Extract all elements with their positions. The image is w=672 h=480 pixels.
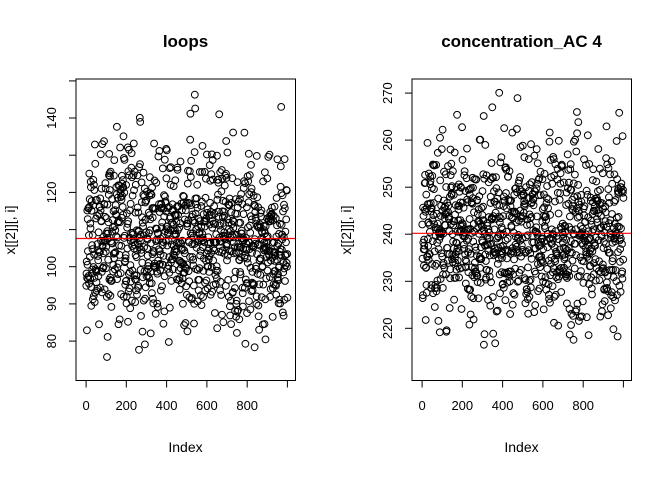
y-tick-label: 140 bbox=[44, 107, 59, 129]
plot-title: concentration_AC 4 bbox=[441, 32, 602, 51]
y-axis-tick-labels: 220 230 240 250 260 270 bbox=[380, 82, 395, 339]
x-axis-tick-labels: 0 200 400 600 800 bbox=[82, 398, 258, 413]
plot-title: loops bbox=[163, 32, 208, 51]
y-tick-label: 260 bbox=[380, 129, 395, 151]
y-tick-label: 80 bbox=[44, 334, 59, 348]
x-tick-label: 600 bbox=[196, 398, 218, 413]
y-axis-ticks bbox=[405, 92, 412, 329]
scatter-plot-concentration: 0 200 400 600 800 220 230 240 250 260 270 concentr… bbox=[338, 32, 632, 455]
x-tick-label: 600 bbox=[532, 398, 554, 413]
y-axis-ticks bbox=[69, 80, 76, 342]
panel-loops: 0 200 400 600 800 80 90 100 120 140 loops Index x… bbox=[2, 32, 296, 455]
panel-concentration-ac-4: 0 200 400 600 800 220 230 240 250 260 270 concentr… bbox=[336, 0, 672, 480]
x-tick-label: 0 bbox=[418, 398, 425, 413]
x-axis-tick-labels: 0 200 400 600 800 bbox=[418, 398, 594, 413]
x-tick-label: 200 bbox=[115, 398, 137, 413]
scatter-plot-loops: 0 200 400 600 800 80 90 100 120 140 loops Index x… bbox=[2, 32, 296, 455]
x-axis-ticks bbox=[85, 380, 288, 388]
y-axis-title: x[[2]][, i] bbox=[338, 205, 354, 254]
plot-box bbox=[411, 78, 632, 381]
plot-area: 0 200 400 600 800 220 230 240 250 260 270 bbox=[380, 78, 632, 413]
plot-area: 0 200 400 600 800 80 90 100 120 140 bbox=[44, 78, 296, 413]
x-tick-label: 0 bbox=[82, 398, 89, 413]
x-axis-title: Index bbox=[504, 439, 538, 455]
x-tick-label: 200 bbox=[451, 398, 473, 413]
data-points bbox=[82, 90, 292, 361]
y-axis-tick-labels: 80 90 100 120 140 bbox=[44, 107, 59, 348]
x-axis-ticks bbox=[421, 380, 624, 388]
x-tick-label: 800 bbox=[236, 398, 258, 413]
y-tick-label: 230 bbox=[380, 270, 395, 292]
y-axis-title: x[[2]][, i] bbox=[2, 205, 18, 254]
x-tick-label: 400 bbox=[156, 398, 178, 413]
y-tick-label: 240 bbox=[380, 223, 395, 245]
y-tick-label: 90 bbox=[44, 297, 59, 311]
x-axis-title: Index bbox=[168, 439, 202, 455]
data-points bbox=[418, 88, 628, 349]
y-tick-label: 220 bbox=[380, 317, 395, 339]
x-tick-label: 400 bbox=[492, 398, 514, 413]
y-tick-label: 250 bbox=[380, 176, 395, 198]
y-tick-label: 120 bbox=[44, 182, 59, 204]
y-tick-label: 270 bbox=[380, 82, 395, 104]
x-tick-label: 800 bbox=[572, 398, 594, 413]
y-tick-label: 100 bbox=[44, 256, 59, 278]
